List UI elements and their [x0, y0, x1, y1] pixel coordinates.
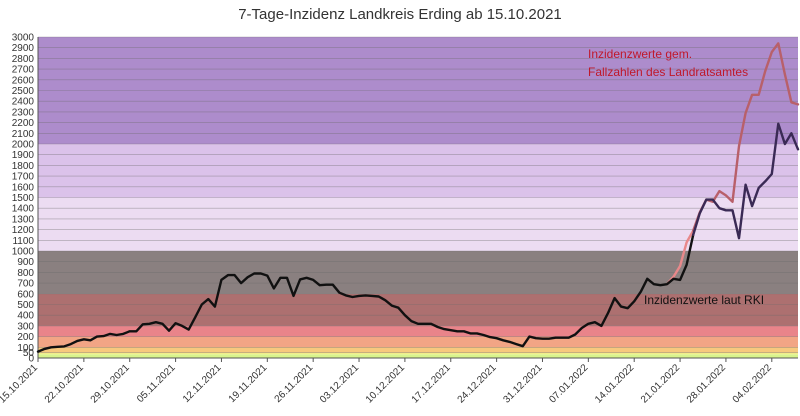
y-tick-label: 1300	[12, 214, 35, 225]
x-tick-label: 26.11.2021	[273, 362, 316, 405]
x-tick-label: 29.10.2021	[89, 362, 132, 405]
x-tick-label: 21.01.2022	[639, 362, 682, 405]
y-tick-label: 1400	[12, 204, 35, 215]
y-tick-label: 2400	[12, 97, 35, 108]
series-0-line	[36, 233, 695, 353]
y-tick-label: 600	[17, 289, 34, 300]
y-tick-label: 2600	[12, 75, 35, 86]
y-tick-label: 1500	[12, 193, 35, 204]
x-tick-label: 03.12.2021	[318, 362, 361, 405]
y-tick-label: 900	[17, 257, 34, 268]
band-4	[38, 325, 798, 337]
x-tick-label: 07.01.2022	[547, 362, 590, 405]
series-lines	[36, 42, 800, 353]
y-tick-label: 50	[23, 348, 35, 359]
y-tick-label: 800	[17, 268, 34, 279]
x-tick-label: 05.11.2021	[135, 362, 178, 405]
series-0-line-late	[692, 122, 800, 240]
x-tick-label: 17.12.2021	[410, 362, 453, 405]
series-1-line-late	[692, 42, 800, 232]
y-tick-label: 2000	[12, 140, 35, 151]
y-tick-label: 2200	[12, 118, 35, 129]
y-tick-label: 1700	[12, 172, 35, 183]
x-tick-label: 15.10.2021	[0, 362, 40, 405]
y-tick-label: 2500	[12, 86, 35, 97]
band-2	[38, 347, 798, 353]
chart-title: 7-Tage-Inzidenz Landkreis Erding ab 15.1…	[238, 6, 562, 23]
band-7	[38, 197, 798, 251]
y-tick-label: 200	[17, 332, 34, 343]
y-tick-label: 1900	[12, 150, 35, 161]
y-tick-label: 2900	[12, 43, 35, 54]
y-tick-label: 2800	[12, 54, 35, 65]
y-tick-label: 2300	[12, 107, 35, 118]
x-tick-label: 31.12.2021	[501, 362, 544, 405]
y-tick-label: 500	[17, 300, 34, 311]
y-tick-label: 2700	[12, 65, 35, 76]
x-tick-label: 12.11.2021	[181, 362, 224, 405]
y-tick-label: 0	[28, 354, 34, 365]
x-tick-label: 04.02.2022	[731, 362, 774, 405]
y-tick-label: 700	[17, 279, 34, 290]
x-tick-label: 19.11.2021	[227, 362, 270, 405]
y-tick-label: 400	[17, 311, 34, 322]
annotation-landratsamt-line1: Inzidenzwerte gem.	[588, 47, 692, 61]
y-tick-label: 100	[17, 343, 34, 354]
x-tick-label: 24.12.2021	[456, 362, 499, 405]
band-8	[38, 144, 798, 198]
x-tick-label: 10.12.2021	[364, 362, 407, 405]
y-tick-label: 1100	[12, 236, 34, 247]
y-tick-label: 1800	[12, 161, 35, 172]
y-axis-ticks: 0501002003004005006007008009001000110012…	[12, 33, 35, 365]
band-0	[38, 354, 798, 358]
y-tick-label: 1000	[12, 247, 35, 258]
x-tick-label: 28.01.2022	[685, 362, 728, 405]
x-tick-label: 22.10.2021	[43, 362, 86, 405]
gridlines	[37, 36, 798, 359]
annotation-rki: Inzidenzwerte laut RKI	[644, 293, 764, 307]
y-tick-label: 1200	[12, 225, 35, 236]
y-tick-label: 300	[17, 321, 34, 332]
x-tick-label: 14.01.2022	[593, 362, 636, 405]
band-5	[38, 293, 798, 326]
y-tick-label: 2100	[12, 129, 35, 140]
y-tick-label: 3000	[12, 33, 35, 44]
y-tick-label: 1600	[12, 182, 35, 193]
band-1	[38, 352, 798, 355]
annotation-landratsamt-line2: Fallzahlen des Landratsamtes	[588, 65, 748, 79]
band-3	[38, 336, 798, 348]
x-axis-ticks: 15.10.2021 22.10.2021 29.10.2021 05.11.2021…	[0, 358, 774, 406]
